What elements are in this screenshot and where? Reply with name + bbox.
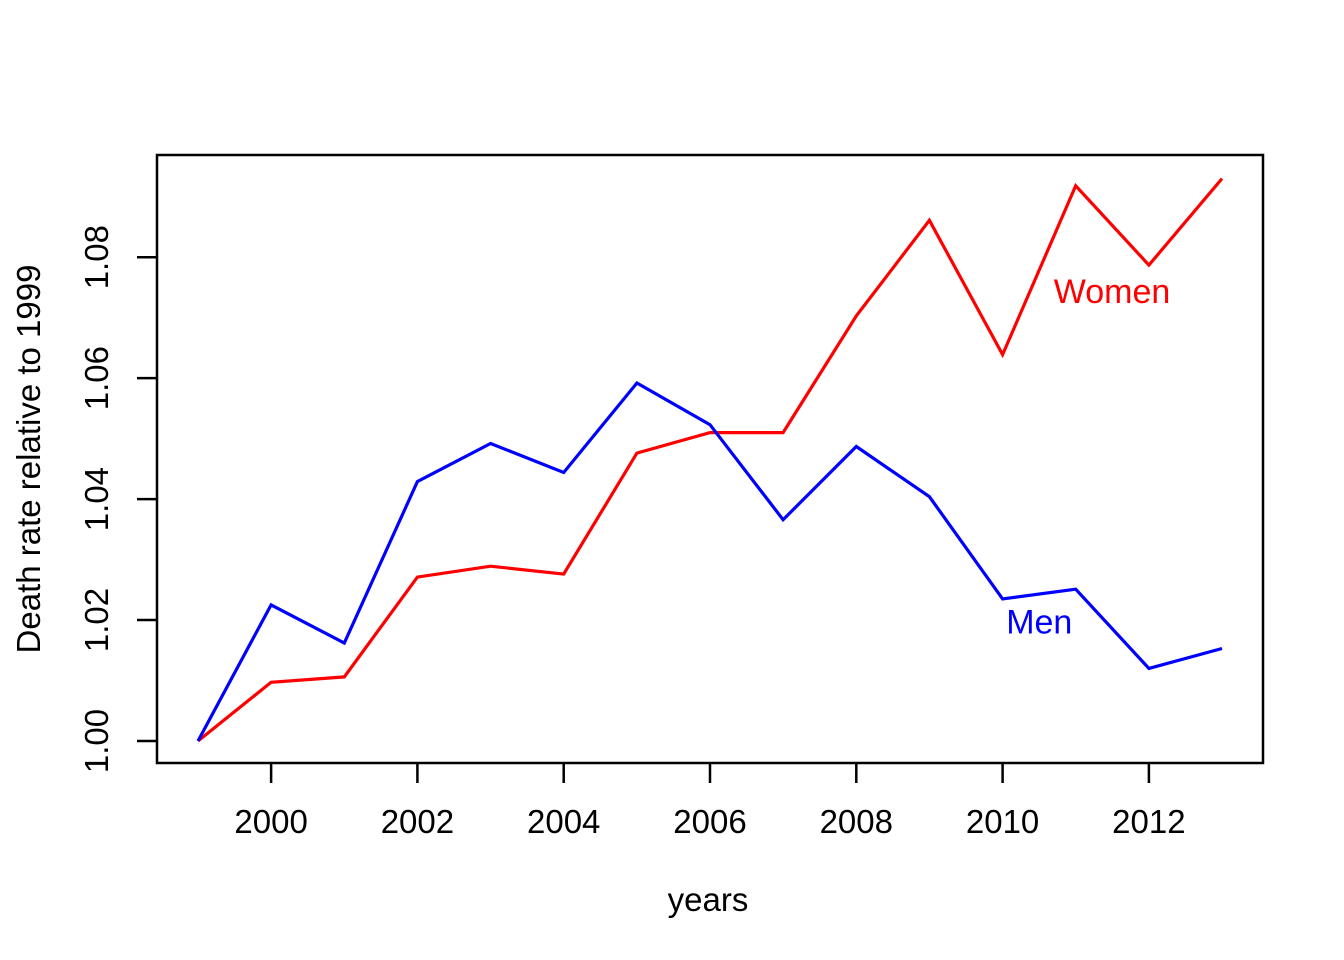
y-axis-title: Death rate relative to 1999 xyxy=(10,265,47,654)
x-tick-label: 2006 xyxy=(673,803,746,840)
men-series-label: Men xyxy=(1006,603,1072,641)
y-tick-label: 1.02 xyxy=(78,588,115,652)
y-axis-ticks: 1.00 1.02 1.04 1.06 1.08 xyxy=(78,225,157,773)
x-axis-title: years xyxy=(668,881,749,918)
y-tick-label: 1.04 xyxy=(78,467,115,531)
women-line xyxy=(196,177,1224,743)
x-tick-label: 2008 xyxy=(820,803,893,840)
series-labels: Women Men xyxy=(1006,273,1170,641)
x-tick-label: 2002 xyxy=(381,803,454,840)
x-tick-label: 2012 xyxy=(1112,803,1185,840)
plot-border xyxy=(155,153,1265,765)
women-series-label: Women xyxy=(1054,273,1171,311)
series-lines xyxy=(196,177,1224,743)
x-axis-ticks: 2000 2002 2004 2006 2008 2010 2012 xyxy=(234,763,1186,840)
x-tick-label: 2000 xyxy=(234,803,307,840)
y-tick-label: 1.00 xyxy=(78,709,115,773)
x-tick-label: 2010 xyxy=(966,803,1039,840)
x-tick-label: 2004 xyxy=(527,803,600,840)
y-tick-label: 1.06 xyxy=(78,346,115,410)
y-tick-label: 1.08 xyxy=(78,225,115,289)
men-line xyxy=(196,380,1223,742)
